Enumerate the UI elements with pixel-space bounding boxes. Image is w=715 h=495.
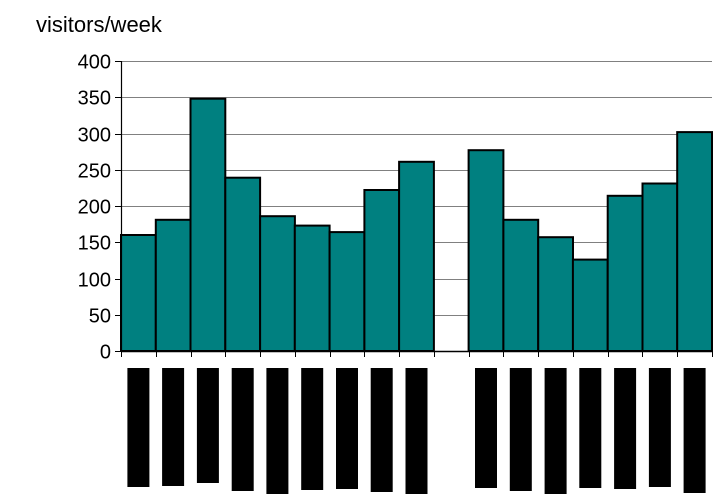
- y-tick-label: 100: [78, 270, 111, 292]
- x-tick-label-redacted: [648, 368, 671, 487]
- y-tick-label: 200: [78, 197, 111, 219]
- x-tick-label-redacted: [162, 368, 185, 486]
- x-tick-label-redacted: [336, 368, 358, 489]
- x-tick-label-redacted: [683, 368, 706, 493]
- y-tick-label: 250: [78, 161, 111, 183]
- bar: [467, 149, 505, 352]
- x-tick-label-redacted: [231, 368, 254, 491]
- bar: [502, 218, 540, 352]
- bar: [606, 194, 644, 352]
- y-tick-labels: 0 50 100 150 200 250 300 350 400: [78, 52, 111, 364]
- bars: [120, 97, 714, 353]
- bar: [189, 97, 227, 352]
- bar: [259, 215, 296, 352]
- bar: [363, 189, 401, 352]
- x-tick-labels-redacted: [127, 368, 706, 494]
- bar: [537, 236, 575, 352]
- x-tick-label-redacted: [579, 368, 602, 488]
- y-tick-label: 150: [78, 233, 111, 255]
- x-tick-label-redacted: [301, 368, 324, 490]
- x-tick-label-redacted: [266, 368, 289, 494]
- bar: [154, 218, 192, 352]
- axes: [115, 61, 713, 357]
- x-tick-label-redacted: [127, 368, 150, 487]
- bar: [641, 182, 679, 352]
- bar: [398, 160, 435, 352]
- bar: [571, 258, 609, 353]
- y-tick-label: 350: [78, 88, 111, 110]
- x-tick-label-redacted: [405, 368, 428, 494]
- y-tick-label: 50: [89, 306, 111, 328]
- bar: [224, 176, 262, 352]
- x-tick-label-redacted: [509, 368, 532, 491]
- x-tick-label-redacted: [370, 368, 393, 492]
- bar: [676, 131, 714, 352]
- x-tick-label-redacted: [544, 368, 567, 494]
- x-tick-label-redacted: [475, 368, 497, 488]
- bar: [293, 224, 331, 353]
- y-tick-label: 0: [100, 342, 111, 364]
- x-tick-label-redacted: [196, 368, 219, 483]
- y-axis-label: visitors/week: [36, 12, 163, 37]
- bar: [328, 231, 366, 353]
- x-tick-label-redacted: [614, 368, 637, 489]
- y-tick-label: 300: [78, 125, 111, 147]
- bar: [120, 234, 157, 352]
- y-tick-label: 400: [78, 52, 111, 74]
